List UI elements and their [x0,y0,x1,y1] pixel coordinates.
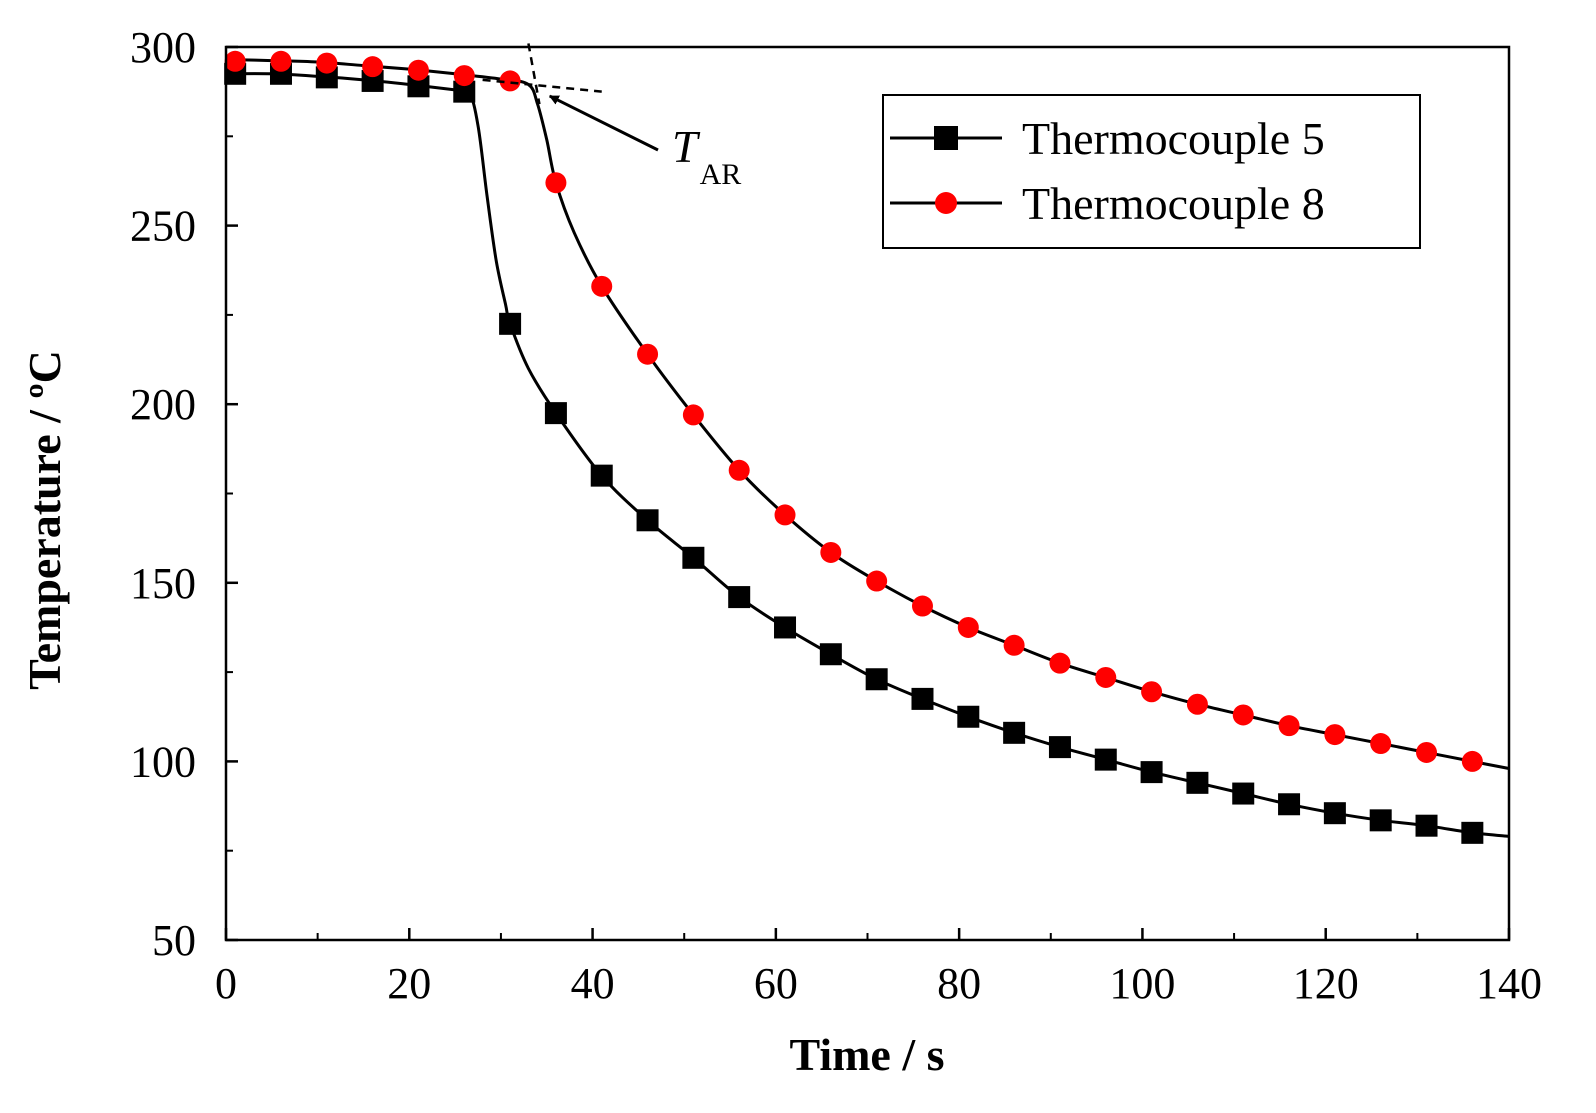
data-point-tc8 [1003,634,1025,656]
data-point-tc8 [1461,750,1483,772]
data-point-tc5 [728,586,751,609]
legend-box [882,94,1421,249]
data-point-tc8 [407,59,429,81]
x-tick-label: 100 [1109,959,1175,1008]
data-point-tc8 [1324,724,1346,746]
data-point-tc8 [545,172,567,194]
data-point-tc8 [1095,666,1117,688]
y-axis-title: Temperature / ºC [19,350,70,690]
x-tick-label: 120 [1293,959,1359,1008]
data-point-tc8 [682,404,704,426]
data-point-tc5 [911,687,934,710]
data-point-tc5 [1278,793,1301,816]
data-point-tc5 [1461,821,1484,844]
data-point-tc8 [362,56,384,78]
legend-label-2: Thermocouple 8 [1022,178,1325,229]
x-tick-label: 80 [937,959,981,1008]
data-point-tc8 [774,504,796,526]
y-tick-label: 200 [130,380,196,429]
data-point-tc8 [728,459,750,481]
data-point-tc5 [453,80,476,103]
data-point-tc5 [590,464,613,487]
data-point-tc5 [1048,736,1071,759]
data-point-tc8 [316,52,338,74]
data-point-tc5 [1415,814,1438,837]
x-tick-label: 0 [215,959,237,1008]
series-layer [224,50,1510,844]
data-point-tc5 [499,312,522,335]
annotation-layer: TAR [482,43,741,191]
y-tick-label: 250 [130,202,196,251]
data-point-tc5 [1232,782,1255,805]
data-point-tc8 [1370,733,1392,755]
x-axis-title: Time / s [789,1029,944,1080]
data-point-tc8 [1278,715,1300,737]
annotation-label: TAR [672,121,741,191]
data-point-tc8 [820,541,842,563]
data-point-tc8 [591,275,613,297]
data-point-tc8 [1416,741,1438,763]
data-point-tc5 [1369,809,1392,832]
y-tick-label: 300 [130,23,196,72]
data-point-tc5 [1186,771,1209,794]
data-point-tc8 [1186,693,1208,715]
data-point-tc5 [1323,802,1346,825]
data-point-tc5 [636,509,659,532]
tangent-line-2 [482,78,602,93]
data-point-tc8 [270,50,292,72]
data-point-tc8 [957,616,979,638]
data-point-tc5 [1140,761,1163,784]
data-point-tc8 [866,570,888,592]
data-point-tc8 [1141,681,1163,703]
data-point-tc5 [1003,721,1026,744]
data-point-tc5 [819,643,842,666]
data-point-tc8 [637,343,659,365]
data-point-tc8 [453,65,475,87]
data-point-tc5 [957,705,980,728]
data-point-tc5 [1094,748,1117,771]
data-point-tc8 [1049,652,1071,674]
y-tick-label: 50 [152,916,196,965]
tangent-line-1 [527,43,541,105]
x-tick-label: 60 [754,959,798,1008]
data-point-tc5 [682,546,705,569]
annotation-arrow [548,94,659,152]
x-tick-label: 140 [1476,959,1542,1008]
x-tick-label: 20 [387,959,431,1008]
data-point-tc5 [774,616,797,639]
ticks-layer: 0 20 40 60 80 100 120 140 50 100 150 200 250 300 [130,23,1542,1008]
data-point-tc5 [407,75,430,98]
y-tick-label: 150 [130,559,196,608]
x-tick-label: 40 [571,959,615,1008]
legend-marker-2 [935,192,957,214]
y-tick-label: 100 [130,737,196,786]
legend-label-1: Thermocouple 5 [1022,113,1325,164]
data-point-tc8 [224,50,246,72]
data-point-tc8 [1232,704,1254,726]
legend-marker-1 [934,126,958,150]
data-point-tc5 [544,402,567,425]
data-point-tc5 [865,668,888,691]
legend: Thermocouple 5 Thermocouple 8 [882,94,1421,249]
data-point-tc8 [499,70,521,92]
data-point-tc8 [911,595,933,617]
